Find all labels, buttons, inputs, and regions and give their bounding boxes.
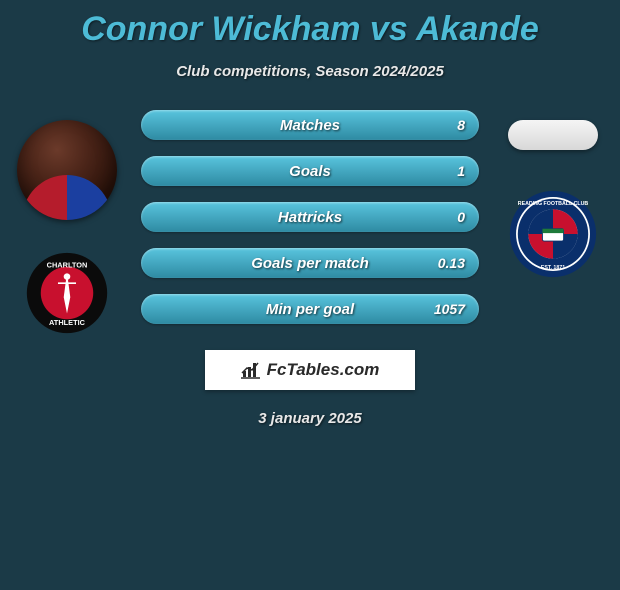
brand-label: FcTables.com <box>267 360 380 380</box>
stat-right-value: 0.13 <box>438 255 465 271</box>
stat-row-hattricks: Hattricks 0 <box>141 202 479 232</box>
date-label: 3 january 2025 <box>0 410 620 427</box>
stat-right-value: 0 <box>457 209 465 225</box>
stat-label: Goals <box>141 163 479 180</box>
stat-right-value: 1 <box>457 163 465 179</box>
comparison-row: CHARLTON ATHLETIC Matches 8 Goals 1 Hatt… <box>0 110 620 340</box>
stat-right-value: 8 <box>457 117 465 133</box>
stats-bars: Matches 8 Goals 1 Hattricks 0 Goals per … <box>126 110 494 340</box>
left-player-photo <box>17 120 117 220</box>
brand-box[interactable]: FcTables.com <box>205 350 415 390</box>
svg-text:READING FOOTBALL CLUB: READING FOOTBALL CLUB <box>518 201 589 207</box>
stat-label: Matches <box>141 117 479 134</box>
subtitle: Club competitions, Season 2024/2025 <box>0 63 620 80</box>
stat-row-goals: Goals 1 <box>141 156 479 186</box>
right-player-placeholder <box>508 120 598 150</box>
stat-label: Goals per match <box>141 255 479 272</box>
svg-text:EST. 1871: EST. 1871 <box>541 265 565 271</box>
stat-row-goals-per-match: Goals per match 0.13 <box>141 248 479 278</box>
right-club-logo: READING FOOTBALL CLUB EST. 1871 <box>509 190 597 278</box>
page-title: Connor Wickham vs Akande <box>0 10 620 49</box>
left-club-logo: CHARLTON ATHLETIC <box>26 252 108 334</box>
stat-row-min-per-goal: Min per goal 1057 <box>141 294 479 324</box>
right-player-column: READING FOOTBALL CLUB EST. 1871 <box>494 110 612 278</box>
bar-chart-icon <box>241 361 261 379</box>
stat-row-matches: Matches 8 <box>141 110 479 140</box>
stat-label: Hattricks <box>141 209 479 226</box>
left-player-jersey <box>22 175 112 220</box>
stat-label: Min per goal <box>141 301 479 318</box>
svg-text:ATHLETIC: ATHLETIC <box>49 318 86 327</box>
svg-text:CHARLTON: CHARLTON <box>47 261 88 270</box>
left-player-column: CHARLTON ATHLETIC <box>8 110 126 334</box>
stat-right-value: 1057 <box>434 301 465 317</box>
